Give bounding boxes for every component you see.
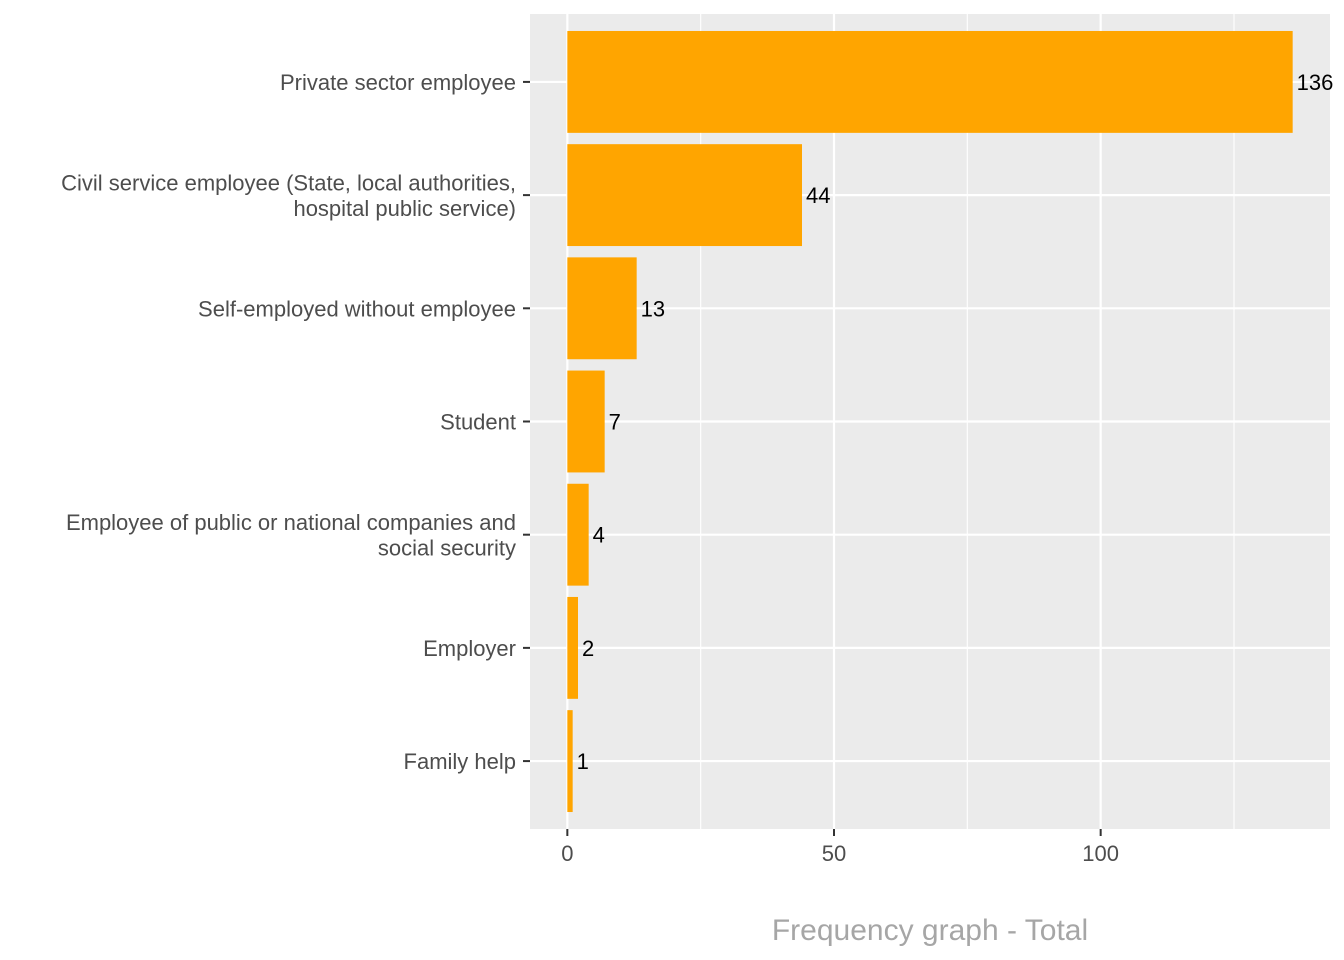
bar	[567, 596, 578, 699]
data-label: 1	[577, 749, 589, 774]
x-tick-label: 100	[1082, 841, 1119, 866]
data-label: 13	[641, 296, 665, 321]
category-label: Private sector employee	[280, 70, 516, 95]
bar	[567, 483, 589, 586]
data-label: 4	[593, 523, 605, 548]
category-label: Student	[440, 410, 516, 435]
bars	[567, 30, 1293, 813]
data-label: 44	[806, 183, 830, 208]
data-label: 7	[609, 410, 621, 435]
data-label: 136	[1297, 70, 1334, 95]
bar	[567, 370, 605, 473]
data-labels: 136 44 13 7 4 2 1	[577, 70, 1334, 774]
bar	[567, 144, 802, 247]
category-label: Employer	[423, 636, 516, 661]
category-label: Employee of public or national companies…	[66, 510, 516, 561]
category-label: Family help	[404, 749, 516, 774]
x-tick-label: 50	[822, 841, 846, 866]
bar	[567, 710, 573, 813]
category-label: Civil service employee (State, local aut…	[61, 170, 516, 221]
bar	[567, 257, 637, 360]
y-axis: Private sector employee Civil service emp…	[61, 70, 530, 774]
data-label: 2	[582, 636, 594, 661]
x-axis-title: Frequency graph - Total	[772, 914, 1088, 947]
x-axis: 0 50 100	[561, 829, 1119, 866]
category-label: Self-employed without employee	[198, 296, 516, 321]
x-tick-label: 0	[561, 841, 573, 866]
bar	[567, 30, 1293, 133]
